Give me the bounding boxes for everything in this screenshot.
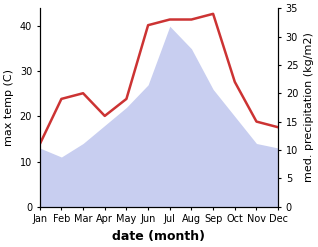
X-axis label: date (month): date (month) — [113, 230, 205, 243]
Y-axis label: med. precipitation (kg/m2): med. precipitation (kg/m2) — [304, 32, 314, 182]
Y-axis label: max temp (C): max temp (C) — [4, 69, 14, 146]
